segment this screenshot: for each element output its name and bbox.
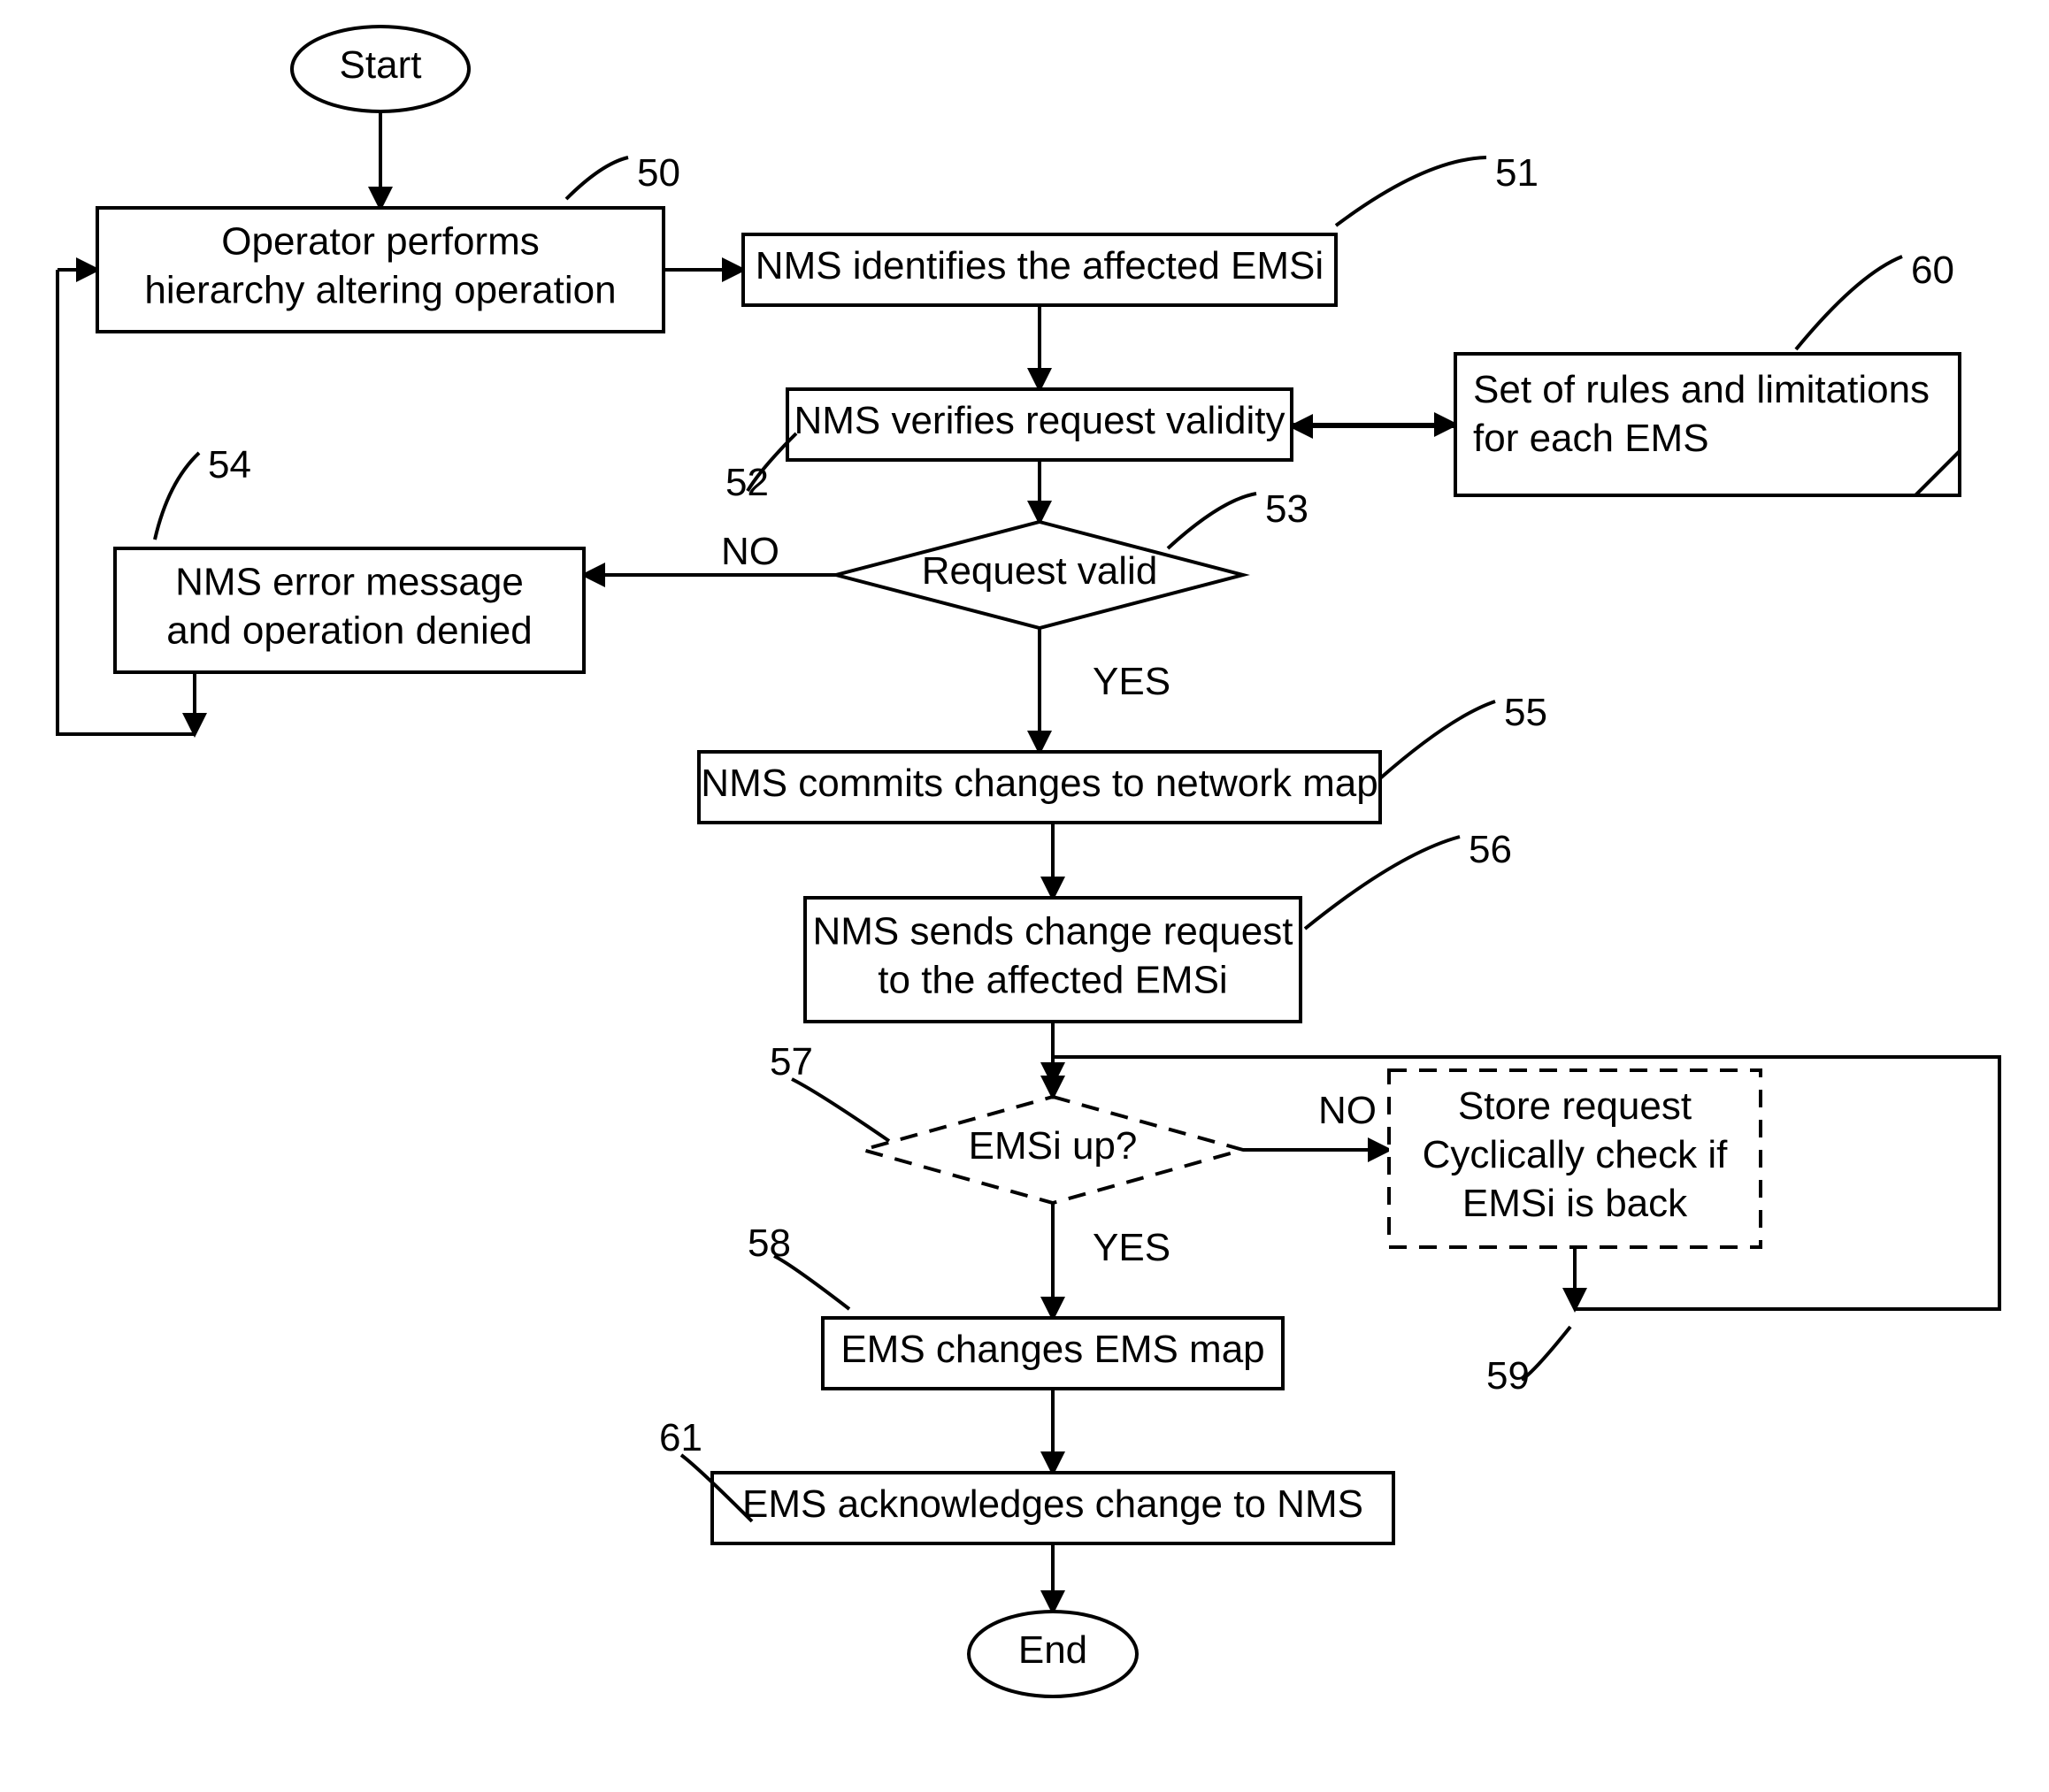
svg-text:EMSi is back: EMSi is back [1462, 1182, 1688, 1225]
branch-yes57: YES [1093, 1226, 1170, 1269]
svg-text:for each EMS: for each EMS [1473, 417, 1709, 460]
ref-r54: 54 [208, 443, 251, 486]
ref-r55: 55 [1504, 691, 1547, 734]
svg-text:Request valid: Request valid [922, 549, 1158, 593]
ref-r61: 61 [659, 1416, 702, 1459]
svg-text:Store request: Store request [1458, 1084, 1692, 1128]
svg-text:EMSi up?: EMSi up? [969, 1124, 1138, 1168]
branch-no53: NO [721, 530, 779, 573]
svg-text:EMS changes EMS map: EMS changes EMS map [840, 1328, 1264, 1371]
svg-text:NMS error message: NMS error message [175, 560, 524, 603]
svg-text:End: End [1018, 1628, 1087, 1672]
svg-text:NMS verifies request validity: NMS verifies request validity [794, 399, 1285, 442]
svg-text:Cyclically check if: Cyclically check if [1423, 1133, 1729, 1176]
ref-r60: 60 [1911, 249, 1954, 292]
svg-text:hierarchy altering operation: hierarchy altering operation [144, 268, 616, 311]
ref-r59: 59 [1486, 1354, 1530, 1398]
svg-text:to the affected EMSi: to the affected EMSi [878, 958, 1227, 1001]
ref-r57: 57 [770, 1040, 813, 1084]
ref-r50: 50 [637, 151, 680, 195]
ref-r52: 52 [725, 461, 769, 504]
branch-yes53: YES [1093, 660, 1170, 703]
ref-r58: 58 [748, 1221, 791, 1265]
svg-text:NMS identifies the affected EM: NMS identifies the affected EMSi [756, 244, 1324, 287]
ref-r51: 51 [1495, 151, 1539, 195]
ref-r53: 53 [1265, 487, 1308, 531]
branch-no57: NO [1318, 1089, 1377, 1132]
svg-text:Operator performs: Operator performs [221, 219, 539, 263]
svg-text:and operation denied: and operation denied [166, 609, 532, 652]
ref-r56: 56 [1469, 828, 1512, 871]
svg-text:NMS commits changes to network: NMS commits changes to network map [701, 762, 1378, 805]
svg-text:Set of rules and limitations: Set of rules and limitations [1473, 368, 1930, 411]
svg-text:Start: Start [340, 43, 422, 87]
svg-text:EMS acknowledges change to NMS: EMS acknowledges change to NMS [742, 1482, 1363, 1526]
svg-text:NMS sends change request: NMS sends change request [813, 909, 1293, 953]
